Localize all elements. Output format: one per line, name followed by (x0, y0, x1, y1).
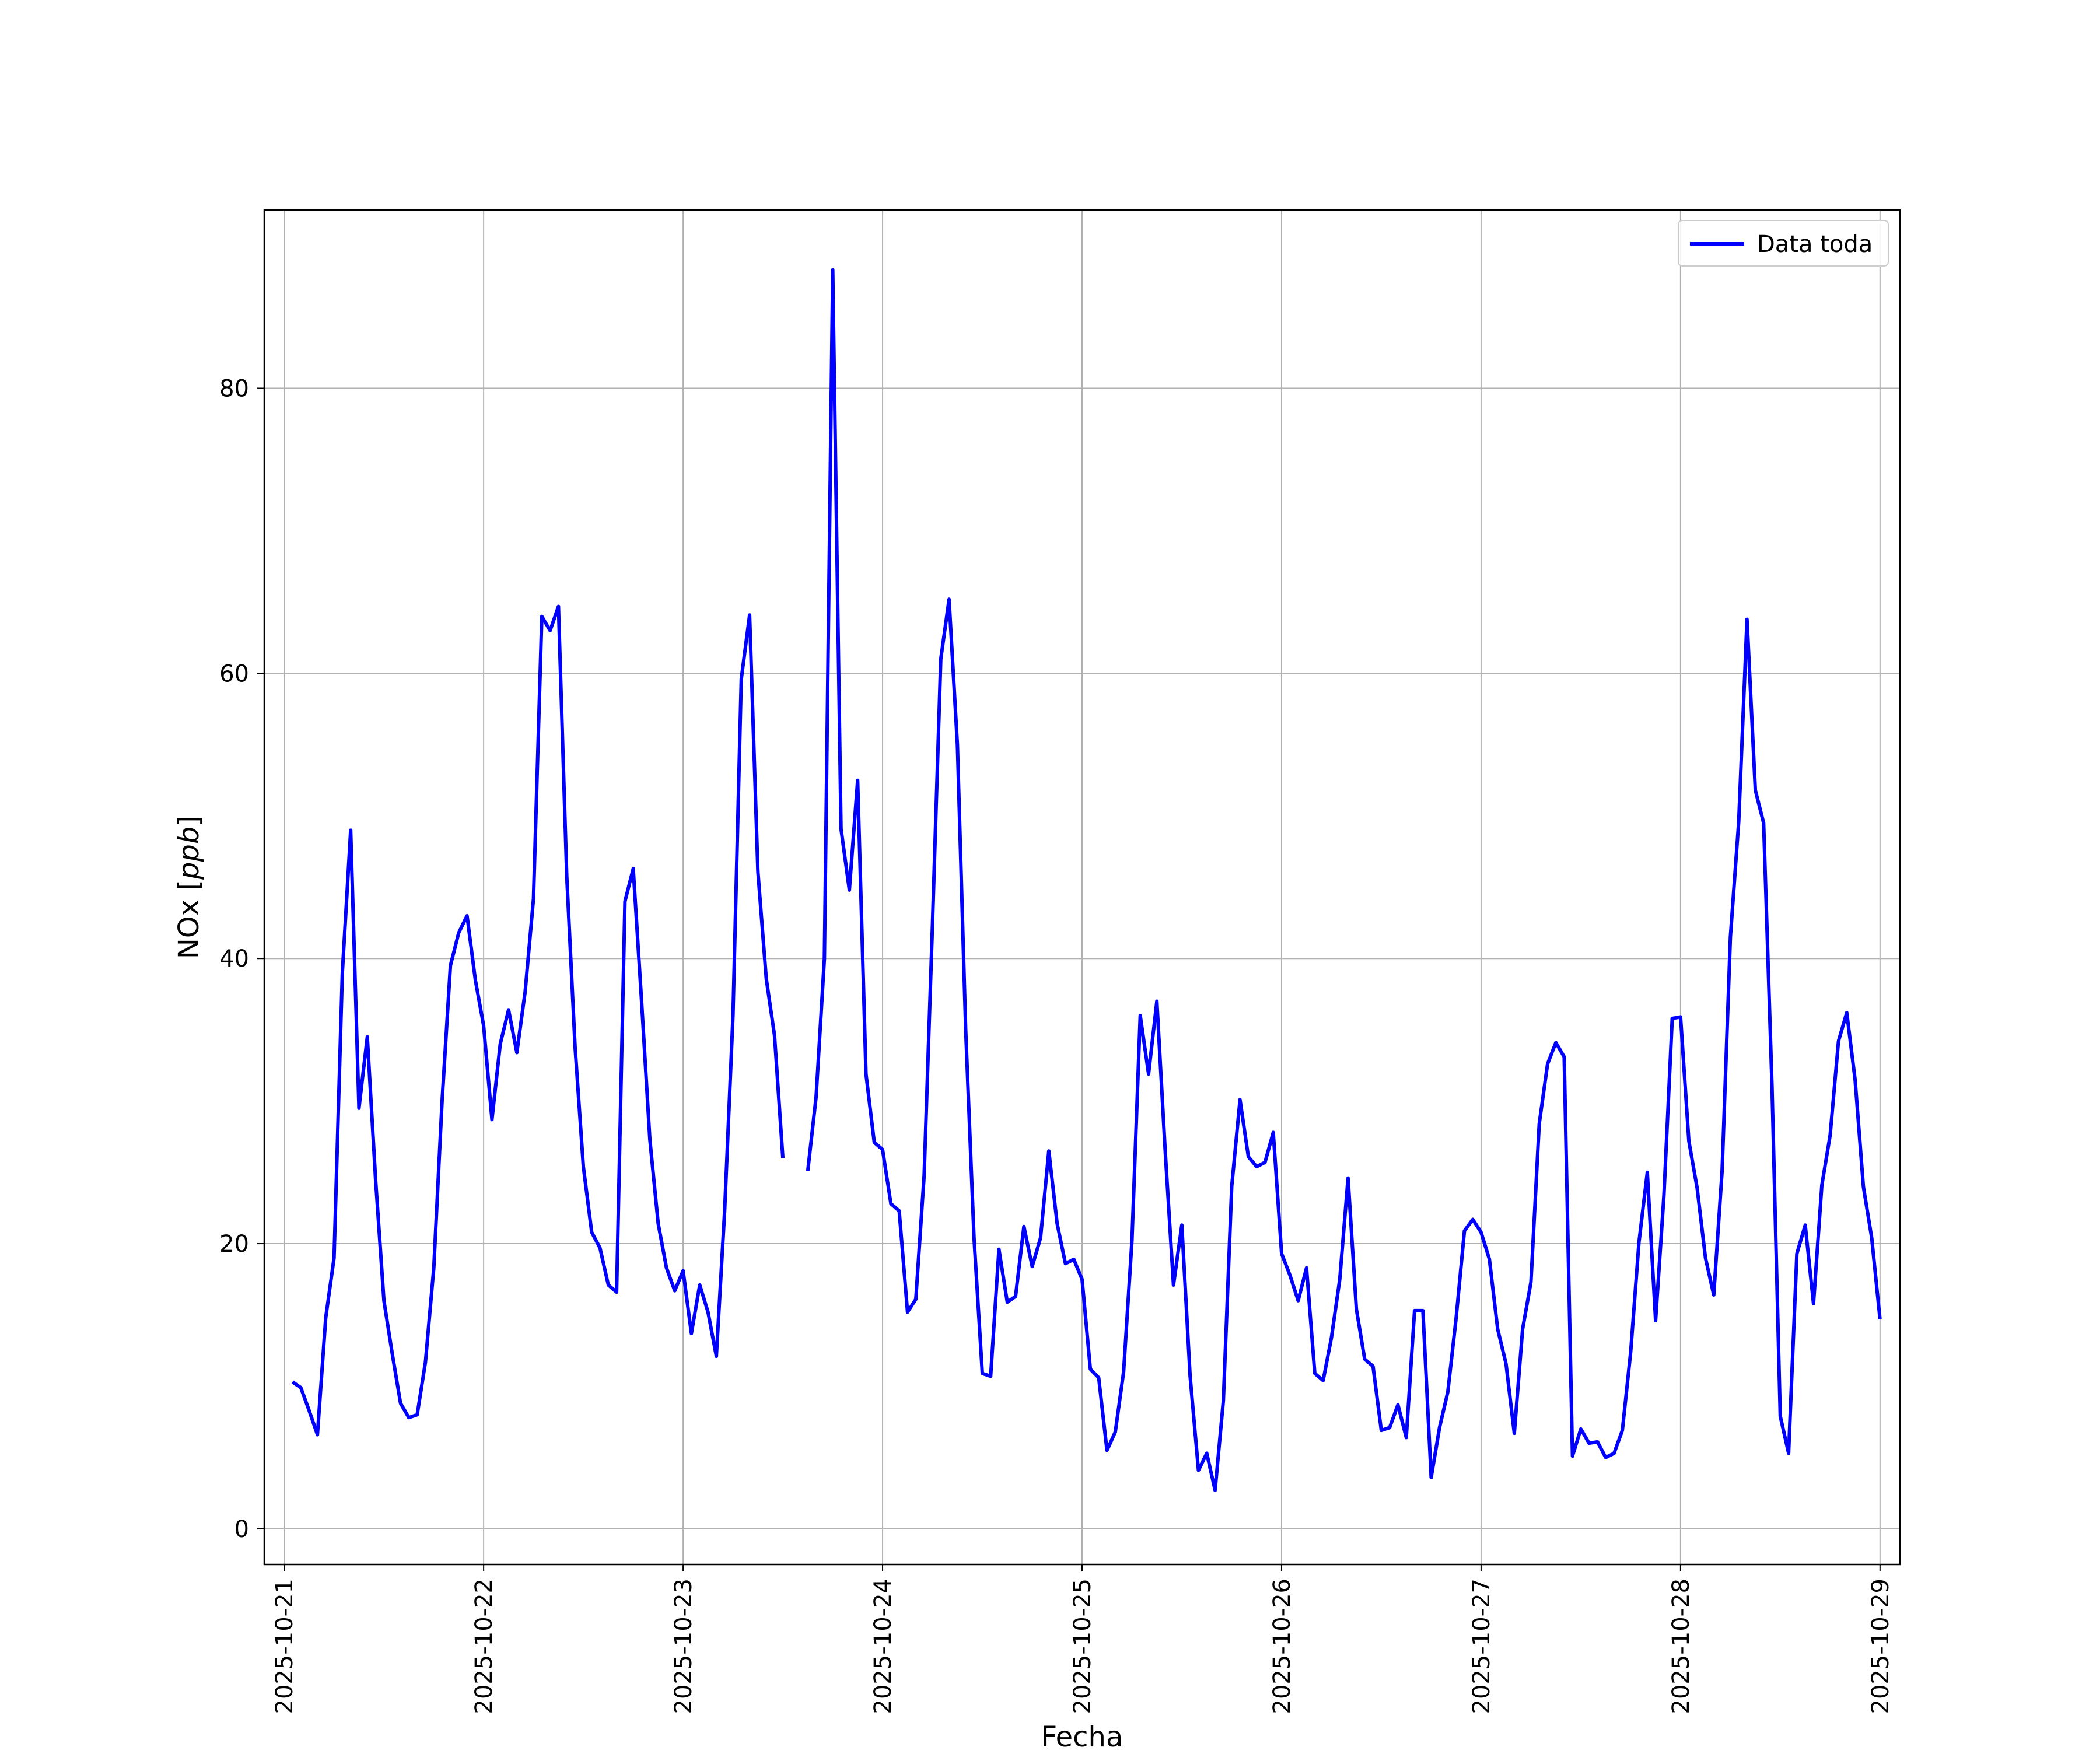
y-tick-label: 80 (219, 376, 249, 402)
x-axis-label: Fecha (1041, 1721, 1124, 1750)
y-axis: 0 20 40 60 80 (219, 376, 264, 1543)
x-axis: 2025-10-21 2025-10-22 2025-10-23 2025-10-24… (271, 1564, 1894, 1714)
legend-label-data-toda: Data toda (1757, 231, 1873, 258)
y-axis-label-unit: ppb (173, 827, 205, 880)
series-line-data-toda (291, 604, 785, 1437)
x-tick-label: 2025-10-29 (1867, 1578, 1894, 1714)
legend-box (1678, 220, 1889, 267)
y-axis-label: NOx [ppb] (173, 816, 205, 959)
x-tick-label: 2025-10-27 (1468, 1578, 1495, 1714)
x-tick-label: 2025-10-23 (670, 1578, 697, 1714)
y-tick-label: 40 (219, 946, 249, 972)
x-tick-label: 2025-10-21 (271, 1578, 298, 1714)
y-axis-label-main: NOx [ (173, 880, 205, 959)
legend: Data toda (1678, 220, 1889, 267)
y-axis-label-close: ] (173, 816, 205, 827)
x-tick-label: 2025-10-26 (1269, 1578, 1296, 1714)
x-tick-label: 2025-10-25 (1069, 1578, 1096, 1714)
y-tick-label: 60 (219, 660, 249, 687)
y-tick-label: 20 (219, 1231, 249, 1258)
x-tick-label: 2025-10-28 (1668, 1578, 1695, 1714)
y-tick-label: 0 (235, 1516, 249, 1543)
x-tick-label: 2025-10-22 (471, 1578, 498, 1714)
x-tick-label: 2025-10-24 (870, 1578, 897, 1714)
series-line-data-toda (806, 268, 1882, 1492)
grid-lines (264, 210, 1900, 1564)
series-lines (291, 268, 1882, 1492)
